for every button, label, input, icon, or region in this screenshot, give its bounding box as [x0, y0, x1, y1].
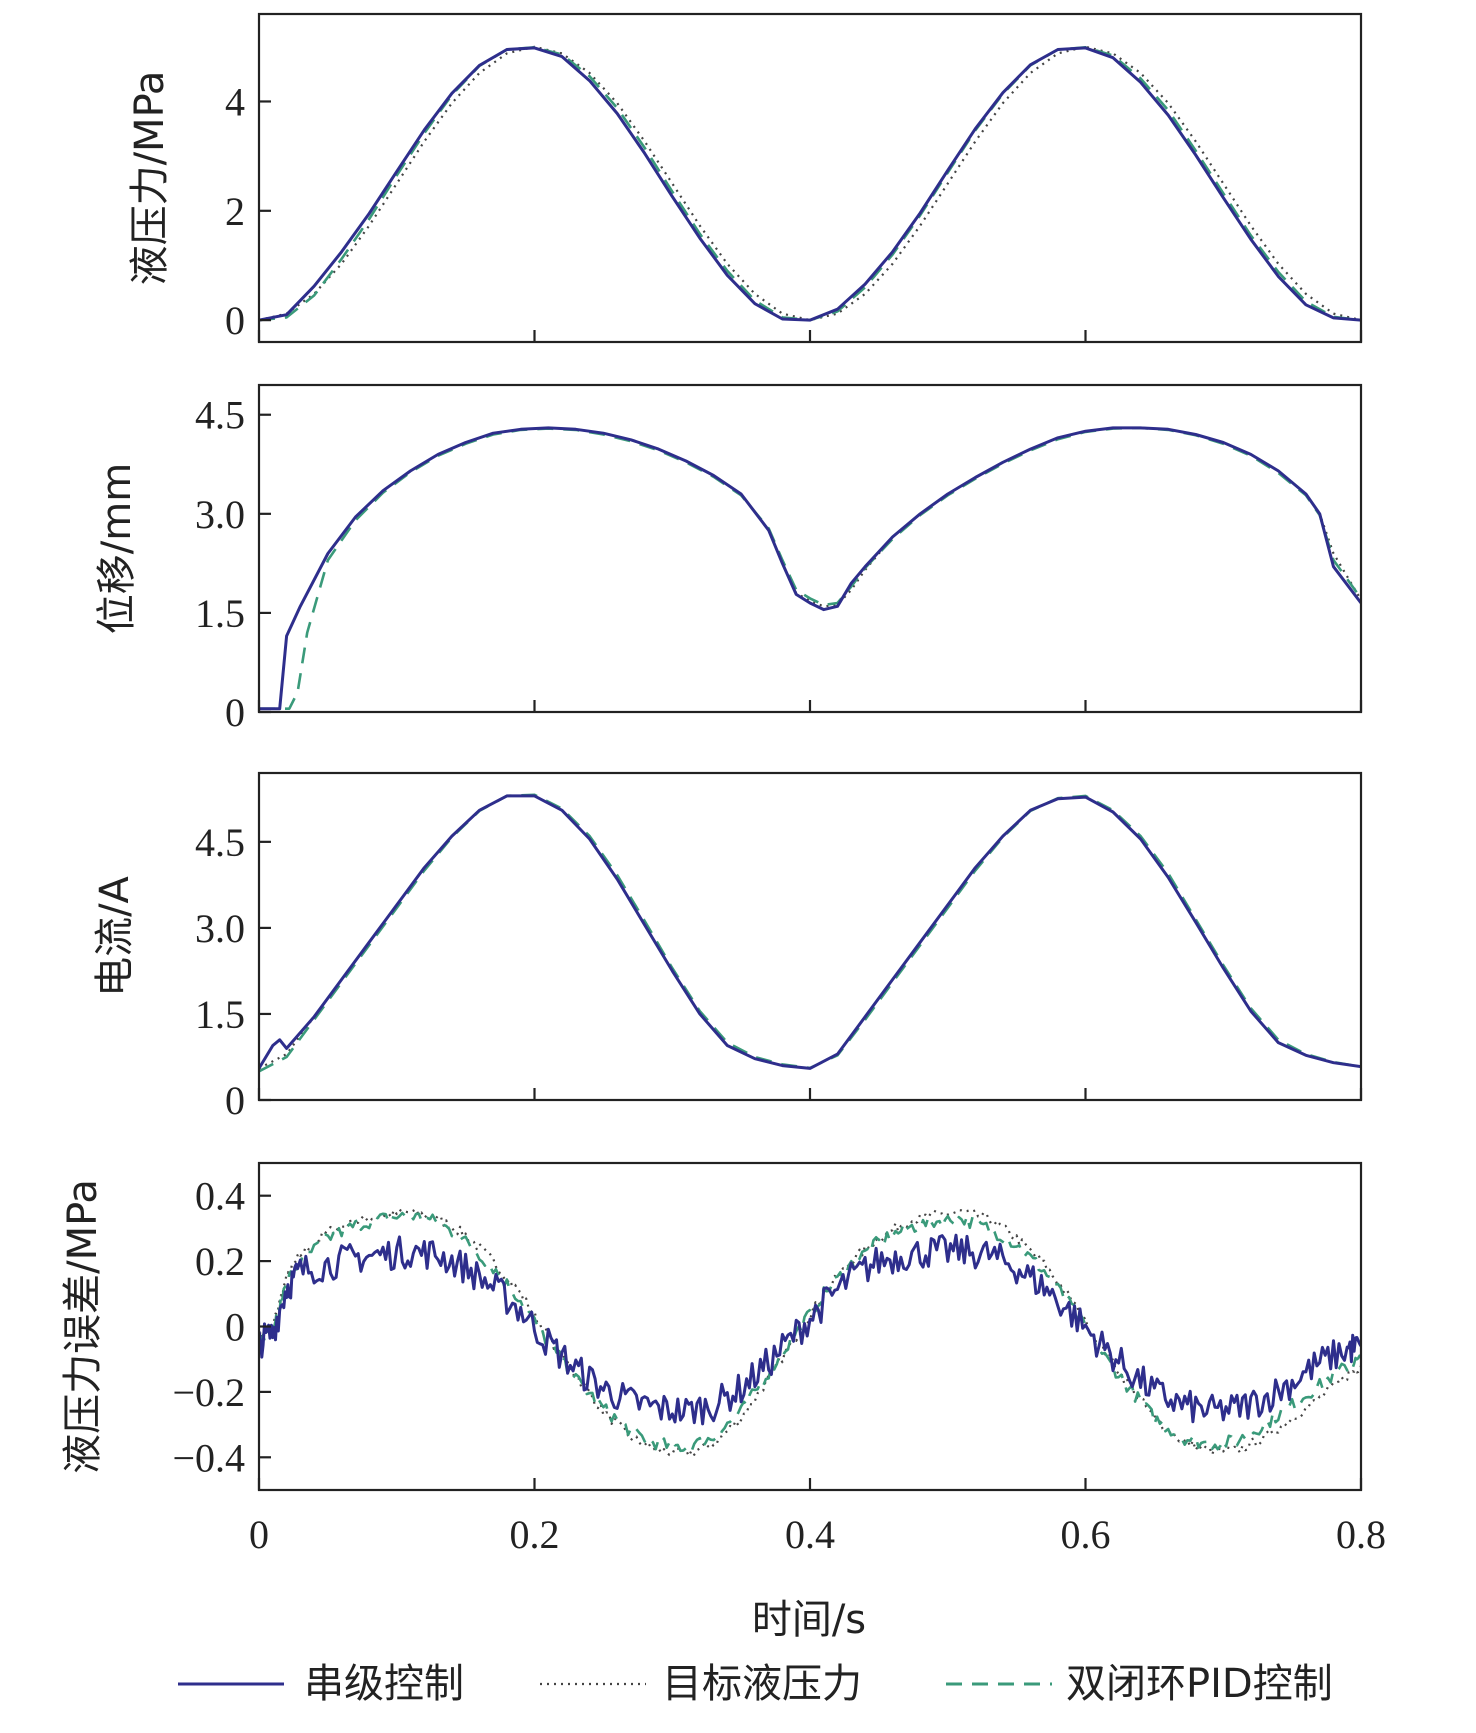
y-axis-title: 液压力误差/MPa — [60, 1179, 106, 1474]
series-cascade-pressure — [259, 46, 1361, 322]
legend-item-pid: 双闭环PID控制 — [946, 1661, 1333, 1707]
y-tick-label: 1.5 — [195, 992, 245, 1037]
y-tick-label: 3.0 — [195, 906, 245, 951]
y-tick-label: 1.5 — [195, 591, 245, 636]
legend-label: 双闭环PID控制 — [1066, 1661, 1333, 1707]
legend-item-target: 目标液压力 — [540, 1661, 862, 1707]
y-tick-label: 4.5 — [195, 820, 245, 865]
y-tick-label: 0 — [225, 690, 245, 735]
series-target-pressure — [259, 45, 1361, 322]
legend-label: 串级控制 — [304, 1661, 464, 1707]
panel-pressure-error: −0.4 −0.2 0 0.2 0.4 液压力误差/MPa 0 0.2 0.4 0.6 0.8 — [60, 1161, 1386, 1557]
x-axis-title: 时间/s — [752, 1597, 866, 1643]
series-target-current — [259, 794, 1361, 1070]
panel-pressure: 0 2 4 液压力/MPa — [127, 12, 1363, 344]
series-target-displacement — [259, 426, 1361, 710]
series-target-pressure-error — [259, 1207, 1361, 1458]
legend-item-cascade: 串级控制 — [178, 1661, 464, 1707]
plot-frame — [257, 12, 1363, 344]
chart-panels: 0 2 4 液压力/MPa 0 1.5 3.0 4.5 位移/mm 0 1.5 3.0 4.5 电流/A −… — [60, 12, 1386, 1557]
y-axis-title: 电流/A — [92, 875, 138, 996]
y-tick-label: 0 — [225, 1305, 245, 1350]
y-tick-label: −0.2 — [172, 1370, 245, 1415]
legend: 串级控制 目标液压力 双闭环PID控制 — [178, 1661, 1333, 1707]
series-cascade-current — [259, 794, 1361, 1070]
y-tick-label: 0.2 — [195, 1239, 245, 1284]
series-pid-current — [259, 793, 1361, 1073]
plot-frame — [257, 771, 1363, 1102]
panel-current: 0 1.5 3.0 4.5 电流/A — [92, 771, 1363, 1123]
y-axis-title: 液压力/MPa — [127, 71, 173, 286]
y-tick-label: 2 — [225, 189, 245, 234]
y-tick-label: 0 — [225, 1078, 245, 1123]
x-tick-label: 0.6 — [1061, 1512, 1111, 1557]
x-tick-label: 0.2 — [510, 1512, 560, 1557]
legend-label: 目标液压力 — [662, 1661, 862, 1707]
panel-displacement: 0 1.5 3.0 4.5 位移/mm — [94, 383, 1363, 735]
x-tick-label: 0.4 — [785, 1512, 835, 1557]
y-tick-label: 0.4 — [195, 1174, 245, 1219]
y-tick-label: −0.4 — [172, 1435, 245, 1480]
y-tick-label: 4.5 — [195, 393, 245, 438]
series-pid-pressure — [259, 46, 1361, 322]
y-axis-title: 位移/mm — [94, 463, 140, 634]
series-cascade-displacement — [259, 426, 1361, 711]
x-tick-label: 0 — [249, 1512, 269, 1557]
y-tick-label: 4 — [225, 79, 245, 124]
y-tick-label: 0 — [225, 298, 245, 343]
x-tick-label: 0.8 — [1336, 1512, 1386, 1557]
series-pid-displacement — [259, 426, 1361, 710]
y-tick-label: 3.0 — [195, 492, 245, 537]
series-cascade-pressure-error — [259, 1233, 1361, 1426]
